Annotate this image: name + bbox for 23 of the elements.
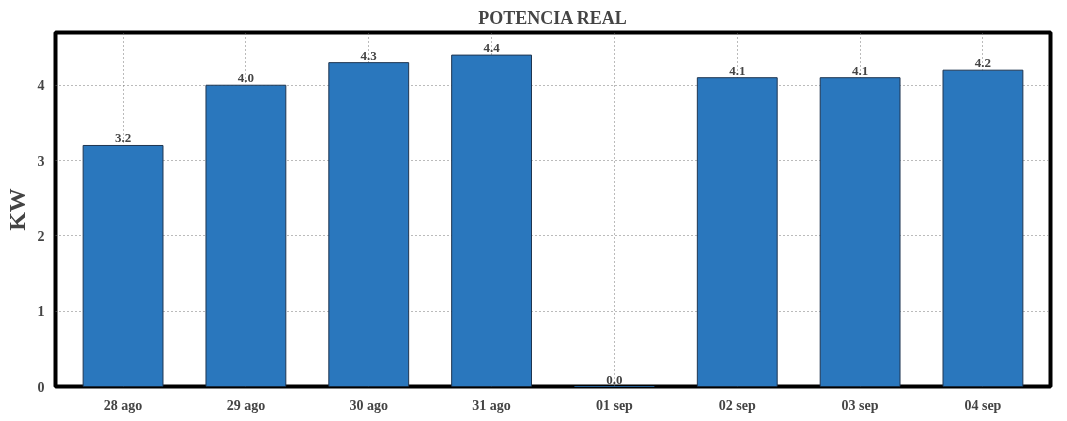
y-tick-label: 1 xyxy=(37,304,45,320)
data-label: 4.0 xyxy=(237,70,255,86)
y-tick-label: 2 xyxy=(37,228,45,244)
y-tick-label: 0 xyxy=(37,379,45,395)
x-tick-label: 28 ago xyxy=(103,397,143,413)
x-tick-label: 29 ago xyxy=(226,397,266,413)
data-label: 4.1 xyxy=(729,62,746,78)
x-tick-label: 02 sep xyxy=(718,397,756,413)
data-label: 4.4 xyxy=(483,40,501,56)
data-label: 0.0 xyxy=(606,371,623,387)
chart-title: POTENCIA REAL xyxy=(478,7,627,28)
x-tick-label: 31 ago xyxy=(472,397,511,413)
data-label: 4.1 xyxy=(851,62,869,78)
data-label: 4.2 xyxy=(974,55,992,71)
y-tick-label: 3 xyxy=(37,153,45,169)
x-tick-label: 30 ago xyxy=(349,397,388,413)
data-label: 4.3 xyxy=(360,47,378,63)
y-tick-label: 4 xyxy=(37,78,45,94)
y-axis-title: KW xyxy=(3,188,30,231)
data-label: 3.2 xyxy=(114,130,132,146)
x-tick-label: 03 sep xyxy=(841,397,879,413)
x-tick-label: 04 sep xyxy=(964,397,1002,413)
x-tick-label: 01 sep xyxy=(595,397,634,413)
